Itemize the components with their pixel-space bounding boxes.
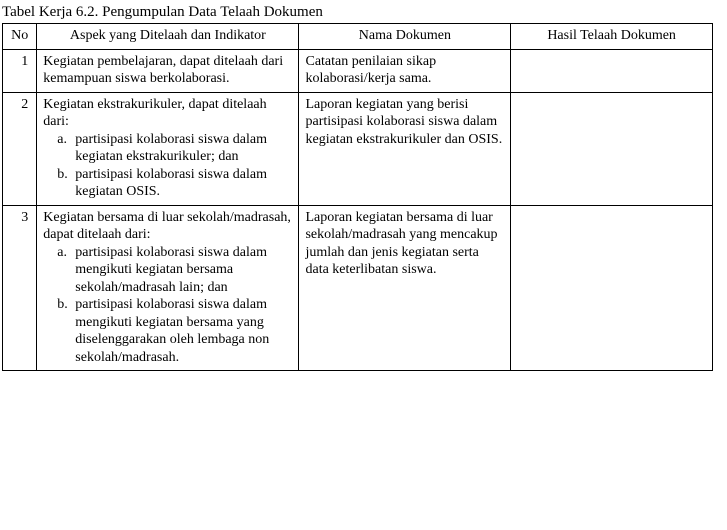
table-caption: Tabel Kerja 6.2. Pengumpulan Data Telaah… — [2, 4, 713, 21]
col-header-hasil: Hasil Telaah Dokumen — [511, 24, 713, 50]
telaah-dokumen-table: No Aspek yang Ditelaah dan Indikator Nam… — [2, 23, 713, 371]
cell-aspek: Kegiatan bersama di luar sekolah/madrasa… — [37, 205, 299, 371]
aspek-sub-b: b. partisipasi kolaborasi siswa dalam ke… — [57, 166, 292, 201]
aspek-sub-text: partisipasi kolaborasi siswa dalam kegia… — [75, 131, 292, 166]
cell-dokumen: Laporan kegiatan yang berisi partisipasi… — [299, 92, 511, 205]
cell-aspek: Kegiatan ekstrakurikuler, dapat ditelaah… — [37, 92, 299, 205]
table-header-row: No Aspek yang Ditelaah dan Indikator Nam… — [3, 24, 713, 50]
aspek-sub-label: a. — [57, 131, 75, 166]
cell-dokumen: Catatan penilaian sikap kolaborasi/kerja… — [299, 49, 511, 92]
col-header-dokumen: Nama Dokumen — [299, 24, 511, 50]
cell-hasil — [511, 49, 713, 92]
aspek-sub-label: a. — [57, 244, 75, 297]
aspek-sub-text: partisipasi kolaborasi siswa dalam mengi… — [75, 296, 292, 366]
cell-hasil — [511, 92, 713, 205]
aspek-sub-a: a. partisipasi kolaborasi siswa dalam me… — [57, 244, 292, 297]
cell-no: 1 — [3, 49, 37, 92]
aspek-sub-label: b. — [57, 166, 75, 201]
aspek-sub-b: b. partisipasi kolaborasi siswa dalam me… — [57, 296, 292, 366]
aspek-sub-text: partisipasi kolaborasi siswa dalam kegia… — [75, 166, 292, 201]
table-row: 1 Kegiatan pembelajaran, dapat ditelaah … — [3, 49, 713, 92]
col-header-no: No — [3, 24, 37, 50]
cell-hasil — [511, 205, 713, 371]
cell-no: 2 — [3, 92, 37, 205]
aspek-lead: Kegiatan pembelajaran, dapat ditelaah da… — [43, 53, 292, 88]
aspek-lead: Kegiatan bersama di luar sekolah/madrasa… — [43, 209, 292, 244]
col-header-aspek: Aspek yang Ditelaah dan Indikator — [37, 24, 299, 50]
aspek-lead: Kegiatan ekstrakurikuler, dapat ditelaah… — [43, 96, 292, 131]
table-row: 2 Kegiatan ekstrakurikuler, dapat ditela… — [3, 92, 713, 205]
cell-no: 3 — [3, 205, 37, 371]
cell-dokumen: Laporan kegiatan bersama di luar sekolah… — [299, 205, 511, 371]
aspek-sub-label: b. — [57, 296, 75, 366]
aspek-sub-text: partisipasi kolaborasi siswa dalam mengi… — [75, 244, 292, 297]
aspek-sub-a: a. partisipasi kolaborasi siswa dalam ke… — [57, 131, 292, 166]
cell-aspek: Kegiatan pembelajaran, dapat ditelaah da… — [37, 49, 299, 92]
table-row: 3 Kegiatan bersama di luar sekolah/madra… — [3, 205, 713, 371]
